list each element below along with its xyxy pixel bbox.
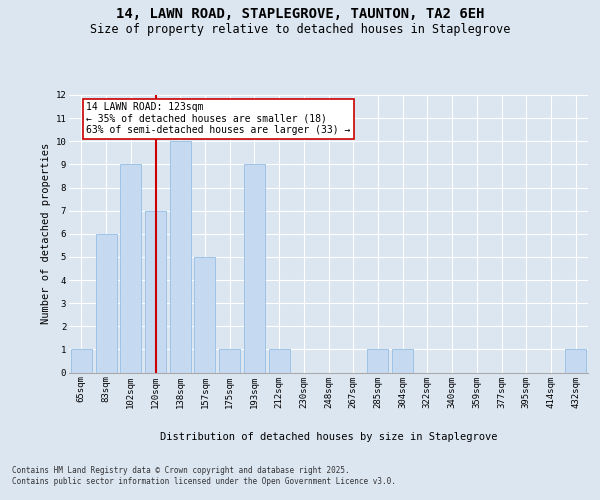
- Text: 14, LAWN ROAD, STAPLEGROVE, TAUNTON, TA2 6EH: 14, LAWN ROAD, STAPLEGROVE, TAUNTON, TA2…: [116, 8, 484, 22]
- Bar: [145, 210, 166, 372]
- Text: Distribution of detached houses by size in Staplegrove: Distribution of detached houses by size …: [160, 432, 497, 442]
- Bar: [244, 164, 265, 372]
- Bar: [367, 350, 388, 372]
- Bar: [120, 164, 141, 372]
- Bar: [71, 350, 92, 372]
- Text: Contains public sector information licensed under the Open Government Licence v3: Contains public sector information licen…: [12, 478, 396, 486]
- Bar: [565, 350, 586, 372]
- Text: 14 LAWN ROAD: 123sqm
← 35% of detached houses are smaller (18)
63% of semi-detac: 14 LAWN ROAD: 123sqm ← 35% of detached h…: [86, 102, 350, 135]
- Bar: [170, 141, 191, 372]
- Text: Size of property relative to detached houses in Staplegrove: Size of property relative to detached ho…: [90, 22, 510, 36]
- Bar: [269, 350, 290, 372]
- Bar: [392, 350, 413, 372]
- Text: Contains HM Land Registry data © Crown copyright and database right 2025.: Contains HM Land Registry data © Crown c…: [12, 466, 350, 475]
- Bar: [219, 350, 240, 372]
- Y-axis label: Number of detached properties: Number of detached properties: [41, 143, 52, 324]
- Bar: [194, 257, 215, 372]
- Bar: [95, 234, 116, 372]
